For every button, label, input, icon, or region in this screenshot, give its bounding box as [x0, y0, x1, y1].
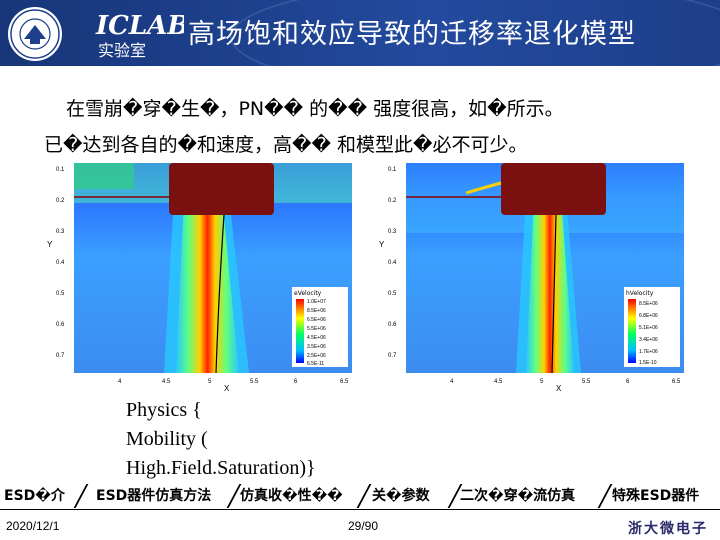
legend-label: 4.5E+06	[307, 335, 326, 341]
x-tick: 4	[118, 379, 122, 385]
y-tick: 0.5	[388, 291, 397, 297]
code-block: Physics { Mobility ( High.Field.Saturati…	[126, 396, 316, 483]
legend-label: 5.5E+06	[307, 326, 326, 332]
y-axis-label: Y	[47, 240, 53, 249]
code-line: Mobility (	[126, 428, 208, 450]
x-tick: 5.5	[582, 379, 591, 385]
code-line: High.Field.Saturation)}	[126, 457, 316, 479]
body-line-2: 已�达到各自的�和速度，高�� 和模型此�必不可少。	[44, 134, 528, 156]
legend-label: 1.7E+06	[639, 349, 658, 355]
legend-label: 1.0E+07	[307, 299, 326, 305]
nav-item-convergence[interactable]: 仿真收�性��	[240, 488, 343, 504]
slide-title: 高场饱和效应导致的迁移率退化模型	[188, 19, 636, 50]
x-tick: 6	[294, 379, 298, 385]
nav-divider	[0, 509, 720, 510]
header-decoration	[230, 0, 720, 66]
page-number: 29/90	[348, 519, 379, 533]
y-tick: 0.3	[388, 229, 397, 235]
x-tick: 6	[626, 379, 630, 385]
nav-item-esd-intro[interactable]: ESD�介	[4, 488, 65, 504]
legend-label: 2.5E+06	[307, 353, 326, 359]
legend-label: 6.5E+06	[307, 317, 326, 323]
legend-title: hVelocity	[626, 290, 654, 297]
x-tick: 5	[208, 379, 212, 385]
nav-item-secondary-breakdown[interactable]: 二次�穿�流仿真	[460, 488, 576, 504]
y-tick: 0.4	[388, 260, 397, 266]
y-tick: 0.6	[388, 322, 397, 328]
legend-label: 6.5E-11	[307, 361, 324, 367]
x-tick: 5	[540, 379, 544, 385]
legend-label: 3.4E+06	[639, 337, 658, 343]
y-tick: 0.3	[56, 229, 65, 235]
legend-label: 6.8E+06	[639, 313, 658, 319]
body-line-1: 在雪崩�穿�生�，PN�� 的�� 强度很高，如�所示。	[66, 98, 564, 120]
x-axis-label: X	[556, 384, 562, 392]
x-tick: 5.5	[250, 379, 259, 385]
nav-separator	[73, 484, 89, 508]
nav-item-esd-sim-method[interactable]: ESD器件仿真方法	[96, 488, 212, 504]
legend-label: 5.1E+06	[639, 325, 658, 331]
legend-label: 3.5E+06	[307, 344, 326, 350]
legend-title: eVelocity	[294, 290, 322, 297]
footer-logo: 浙大微电子	[628, 521, 708, 537]
y-tick: 0.7	[56, 353, 65, 359]
junction-line	[215, 214, 225, 374]
y-tick: 0.5	[56, 291, 65, 297]
svg-text:ICLAB: ICLAB	[95, 11, 184, 41]
x-tick: 4.5	[162, 379, 171, 385]
y-tick: 0.2	[56, 198, 65, 204]
university-seal-icon	[8, 7, 62, 61]
contact-region	[169, 163, 274, 215]
y-tick: 0.6	[56, 322, 65, 328]
nav-separator	[597, 484, 613, 508]
x-tick: 4	[450, 379, 454, 385]
nav-separator	[356, 484, 372, 508]
x-tick: 4.5	[494, 379, 503, 385]
legend-label: 8.5E+06	[307, 308, 326, 314]
code-line: Physics {	[126, 399, 202, 421]
nav-item-key-params[interactable]: 关�参数	[372, 488, 430, 504]
contact-region	[501, 163, 606, 215]
legend-label: 8.5E+06	[639, 301, 658, 307]
simulation-plot-evelocity: eVelocity 1.0E+07 8.5E+06 6.5E+06 5.5E+0…	[44, 157, 354, 392]
y-tick: 0.1	[56, 167, 65, 173]
section-nav: ESD�介 ESD器件仿真方法 仿真收�性�� 关�参数 二次�穿�流仿真 特殊…	[0, 484, 720, 510]
x-axis-label: X	[224, 384, 230, 392]
y-tick: 0.7	[388, 353, 397, 359]
iclab-logo: ICLAB 实验室	[95, 11, 184, 60]
y-axis-label: Y	[379, 240, 385, 249]
slide-date: 2020/12/1	[6, 519, 60, 533]
y-tick: 0.4	[56, 260, 65, 266]
junction-line	[551, 214, 557, 374]
x-tick: 6.5	[340, 379, 349, 385]
svg-text:实验室: 实验室	[98, 41, 146, 60]
legend-label: 1.5E-10	[639, 360, 657, 366]
nav-item-special-esd[interactable]: 特殊ESD器件	[612, 488, 700, 504]
y-tick: 0.2	[388, 198, 397, 204]
x-tick: 6.5	[672, 379, 681, 385]
y-tick: 0.1	[388, 167, 397, 173]
header-bar: ICLAB 实验室 高场饱和效应导致的迁移率退化模型	[0, 0, 720, 66]
simulation-plot-hvelocity: hVelocity 8.5E+06 6.8E+06 5.1E+06 3.4E+0…	[376, 157, 686, 392]
